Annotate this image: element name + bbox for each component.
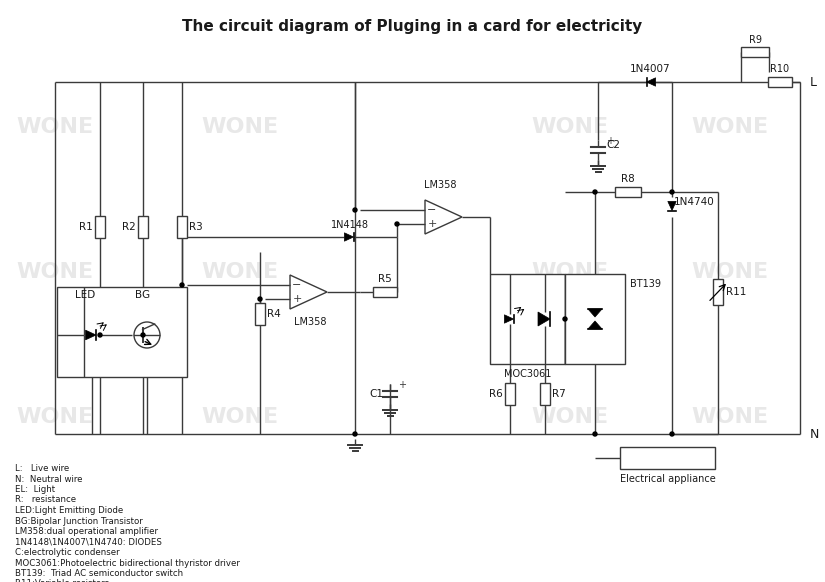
Text: R4: R4	[267, 309, 280, 319]
Circle shape	[180, 283, 184, 287]
Text: R:   resistance: R: resistance	[15, 495, 76, 505]
Text: R10: R10	[771, 64, 790, 74]
Circle shape	[593, 190, 597, 194]
Text: MOC3061:Photoelectric bidirectional thyristor driver: MOC3061:Photoelectric bidirectional thyr…	[15, 559, 240, 567]
Text: R7: R7	[552, 389, 566, 399]
Text: 1N4148: 1N4148	[331, 220, 369, 230]
Text: WONE: WONE	[16, 117, 93, 137]
Bar	[138, 216, 148, 238]
Text: BT139:  Triad AC semiconductor switch: BT139: Triad AC semiconductor switch	[15, 569, 183, 578]
Polygon shape	[538, 312, 550, 326]
Circle shape	[353, 432, 357, 436]
Text: R11:Variable resistors: R11:Variable resistors	[15, 580, 109, 582]
Bar	[741, 47, 769, 57]
Text: R9: R9	[748, 35, 761, 45]
Circle shape	[395, 222, 399, 226]
Bar	[565, 274, 625, 364]
Text: R3: R3	[189, 222, 203, 232]
Text: C2: C2	[606, 140, 620, 150]
Bar	[615, 187, 641, 197]
Text: C:electrolytic condenser: C:electrolytic condenser	[15, 548, 120, 557]
Text: BT139: BT139	[630, 279, 661, 289]
Text: +: +	[398, 380, 406, 390]
Text: EL:  Light: EL: Light	[15, 485, 55, 494]
Polygon shape	[504, 315, 513, 323]
Text: WONE: WONE	[201, 262, 279, 282]
Text: LM358: LM358	[424, 180, 456, 190]
Bar	[768, 77, 792, 87]
Text: LED: LED	[75, 290, 95, 300]
Text: LM358: LM358	[294, 317, 326, 327]
Circle shape	[670, 432, 674, 436]
Bar	[540, 383, 550, 405]
Text: Electrical appliance: Electrical appliance	[620, 474, 715, 484]
Text: L: L	[810, 76, 817, 88]
Text: R6: R6	[489, 389, 503, 399]
Circle shape	[563, 317, 567, 321]
Text: R11: R11	[726, 287, 746, 297]
Text: N:  Neutral wire: N: Neutral wire	[15, 474, 82, 484]
Text: MOC3061: MOC3061	[504, 369, 551, 379]
Bar	[255, 303, 265, 325]
Bar	[57, 287, 187, 377]
Text: WONE: WONE	[201, 117, 279, 137]
Text: WONE: WONE	[691, 117, 769, 137]
Circle shape	[670, 190, 674, 194]
Circle shape	[593, 432, 597, 436]
Bar	[620, 447, 715, 469]
Text: LM358:dual operational amplifier: LM358:dual operational amplifier	[15, 527, 158, 536]
Text: WONE: WONE	[16, 262, 93, 282]
Text: LED:Light Emitting Diode: LED:Light Emitting Diode	[15, 506, 123, 515]
Text: R1: R1	[79, 222, 93, 232]
Polygon shape	[588, 309, 602, 317]
Text: WONE: WONE	[201, 407, 279, 427]
Text: 1N4740: 1N4740	[674, 197, 714, 207]
Bar	[177, 216, 187, 238]
Text: WONE: WONE	[691, 407, 769, 427]
Text: C1: C1	[369, 389, 383, 399]
Text: N: N	[810, 428, 819, 441]
Text: R5: R5	[378, 274, 392, 284]
Bar	[490, 274, 565, 364]
Text: R2: R2	[122, 222, 136, 232]
Text: The circuit diagram of Pluging in a card for electricity: The circuit diagram of Pluging in a card…	[182, 20, 642, 34]
Bar	[95, 216, 105, 238]
Text: −: −	[427, 205, 436, 215]
Polygon shape	[588, 321, 602, 329]
Circle shape	[258, 297, 262, 301]
Text: WONE: WONE	[531, 407, 609, 427]
Polygon shape	[667, 201, 676, 211]
Text: R8: R8	[621, 174, 635, 184]
Polygon shape	[344, 233, 353, 241]
Circle shape	[353, 208, 357, 212]
Bar	[713, 279, 723, 305]
Polygon shape	[86, 330, 96, 340]
Text: WONE: WONE	[531, 117, 609, 137]
Bar	[373, 287, 397, 297]
Text: WONE: WONE	[16, 407, 93, 427]
Text: WONE: WONE	[691, 262, 769, 282]
Circle shape	[98, 333, 102, 337]
Circle shape	[141, 333, 145, 337]
Polygon shape	[647, 78, 656, 86]
Text: −: −	[292, 280, 302, 290]
Text: +: +	[292, 294, 302, 304]
Text: 1N4007: 1N4007	[629, 64, 670, 74]
Bar	[505, 383, 515, 405]
Text: L:   Live wire: L: Live wire	[15, 464, 69, 473]
Text: 1N4148\1N4007\1N4740: DIODES: 1N4148\1N4007\1N4740: DIODES	[15, 538, 162, 546]
Text: BG: BG	[135, 290, 150, 300]
Text: +: +	[606, 136, 614, 146]
Text: BG:Bipolar Junction Transistor: BG:Bipolar Junction Transistor	[15, 516, 143, 526]
Text: +: +	[427, 219, 436, 229]
Text: WONE: WONE	[531, 262, 609, 282]
